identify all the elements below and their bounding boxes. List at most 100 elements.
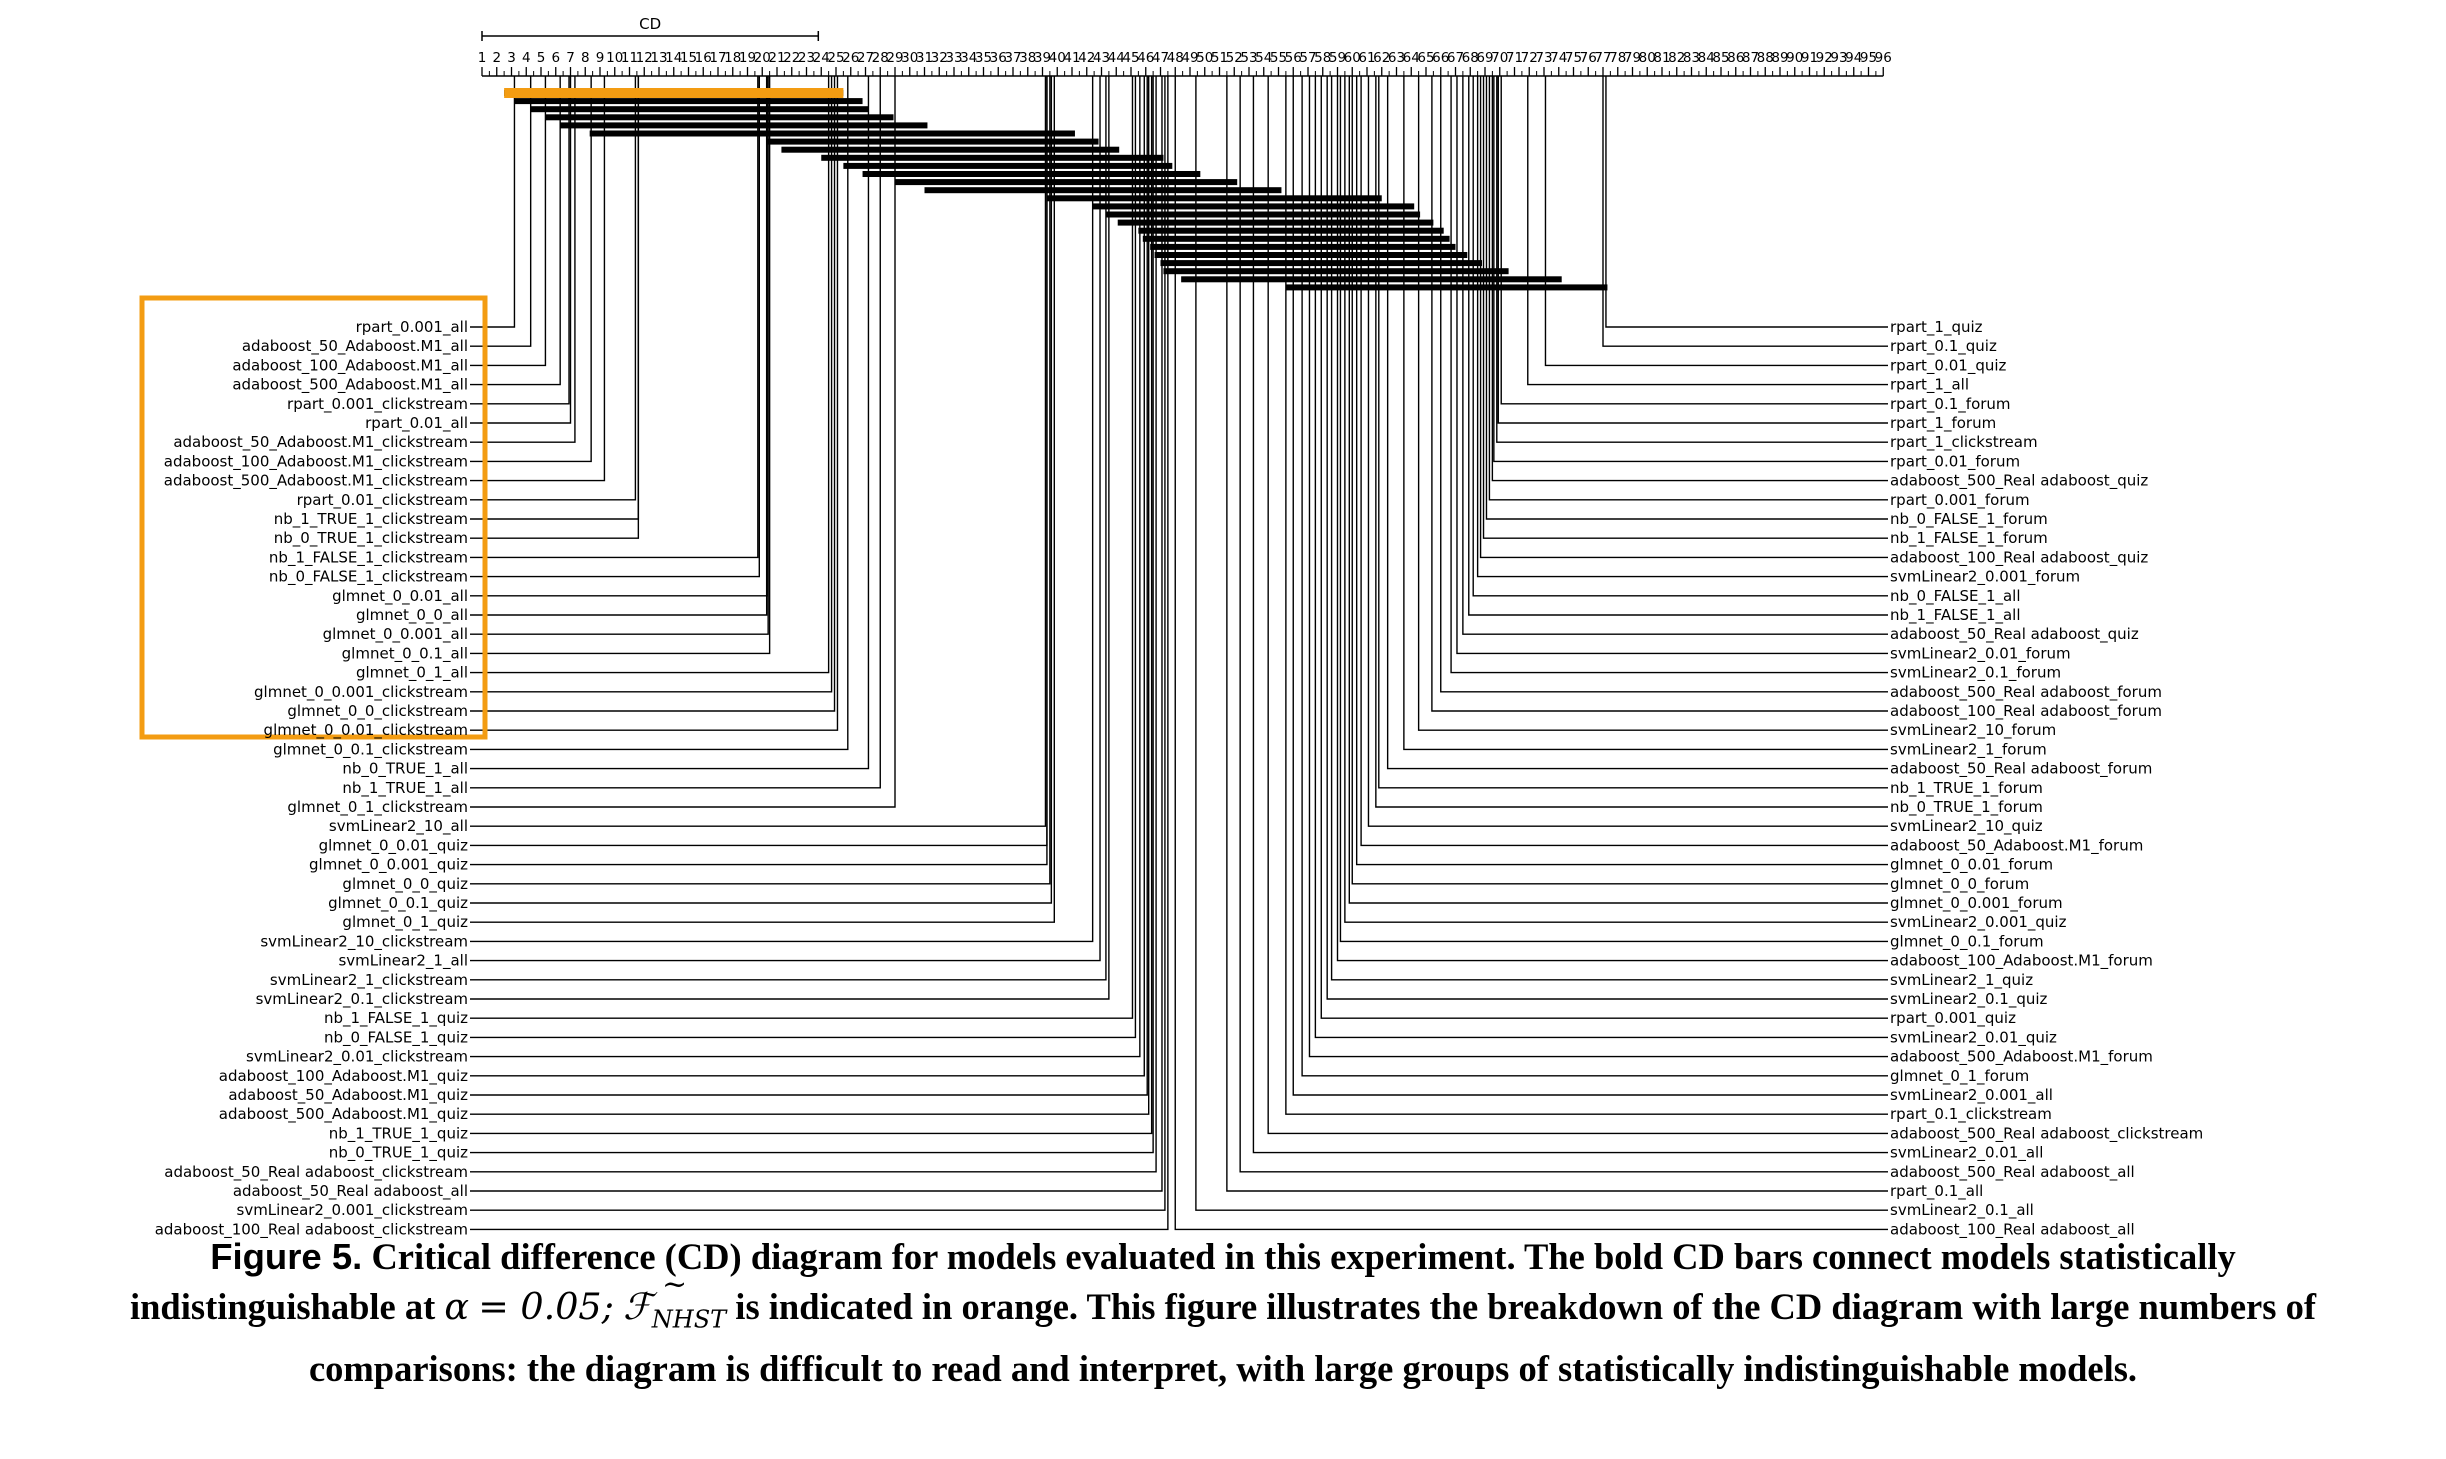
left-model-stem [470, 76, 570, 405]
right-model-label: glmnet_0_0_forum [1890, 875, 2029, 894]
axis-tick-label: 70 [1491, 50, 1508, 66]
right-model-label: svmLinear2_0.001_quiz [1890, 913, 2067, 932]
left-model-label: adaboost_50_Adaboost.M1_quiz [228, 1086, 468, 1105]
right-model-label: adaboost_100_Adaboost.M1_forum [1890, 952, 2153, 971]
left-model-label: rpart_0.01_all [365, 414, 468, 433]
right-model-label: rpart_0.001_forum [1890, 491, 2030, 510]
right-model-stem [1602, 76, 1888, 347]
axis-tick-label: 54 [1255, 50, 1272, 66]
left-model-stem [470, 76, 1145, 1077]
axis-tick-label: 86 [1727, 50, 1744, 66]
left-model-label: glmnet_0_0.01_clickstream [264, 721, 468, 740]
right-model-stem [1326, 76, 1888, 1000]
axis-tick-label: 51 [1211, 50, 1228, 66]
left-model-stem [470, 76, 637, 501]
cd-group-bar [1092, 203, 1415, 210]
right-model-label: glmnet_0_0.1_forum [1890, 932, 2044, 951]
model-labels: rpart_0.001_alladaboost_50_Adaboost.M1_a… [155, 318, 2204, 1239]
axis-tick-label: 57 [1299, 50, 1316, 66]
axis-tick-label: 12 [636, 50, 653, 66]
left-model-label: glmnet_0_1_quiz [342, 913, 468, 932]
axis-tick-label: 96 [1875, 50, 1892, 66]
right-model-stem [1195, 76, 1888, 1211]
left-model-label: nb_0_TRUE_1_clickstream [274, 529, 468, 548]
axis-tick-label: 93 [1830, 50, 1847, 66]
axis-tick-label: 18 [724, 50, 741, 66]
left-model-label: glmnet_0_0_clickstream [287, 702, 468, 721]
left-model-label: adaboost_500_Adaboost.M1_all [232, 376, 468, 395]
axis-tick-label: 95 [1860, 50, 1877, 66]
right-model-label: adaboost_500_Adaboost.M1_forum [1890, 1048, 2153, 1067]
left-model-stem [470, 76, 1048, 866]
axis-tick-label: 73 [1535, 50, 1552, 66]
axis-tick-label: 7 [566, 50, 575, 66]
left-model-label: nb_1_TRUE_1_quiz [329, 1124, 468, 1143]
axis-tick-label: 89 [1771, 50, 1788, 66]
axis-tick-label: 30 [901, 50, 918, 66]
cd-group-bar [530, 106, 869, 113]
right-model-label: adaboost_100_Real adaboost_quiz [1890, 548, 2148, 567]
right-model-stem [1367, 76, 1888, 827]
right-model-stem [1320, 76, 1888, 1019]
axis-tick-label: 27 [857, 50, 874, 66]
right-model-label: svmLinear2_0.1_forum [1890, 664, 2061, 683]
right-model-label: rpart_1_all [1890, 376, 1969, 395]
left-model-stem [470, 76, 1134, 1019]
axis-tick-label: 15 [680, 50, 697, 66]
right-model-label: nb_0_FALSE_1_all [1890, 587, 2021, 606]
left-model-stem [470, 76, 870, 770]
right-model-stem [1239, 76, 1888, 1173]
right-model-stem [1252, 76, 1888, 1154]
cd-group-bar [1142, 235, 1450, 242]
left-model-stem [470, 76, 1154, 1154]
right-model-label: adaboost_100_Real adaboost_all [1890, 1220, 2135, 1239]
axis-tick-label: 63 [1388, 50, 1405, 66]
left-model-label: svmLinear2_1_all [338, 952, 468, 971]
right-model-stem [1314, 76, 1888, 1039]
figure-caption: Figure 5. Critical difference (CD) diagr… [100, 1232, 2346, 1394]
left-model-label: glmnet_0_0_all [356, 606, 468, 625]
left-model-label: svmLinear2_1_clickstream [270, 971, 468, 990]
left-model-stem [470, 76, 1137, 1039]
right-model-label: rpart_1_clickstream [1890, 433, 2038, 452]
cd-label: CD [639, 15, 661, 33]
axis-tick-label: 68 [1462, 50, 1479, 66]
right-model-stem [1378, 76, 1888, 789]
cd-group-bar [1285, 284, 1608, 291]
axis-tick-label: 3 [507, 50, 516, 66]
right-model-stem [1344, 76, 1888, 923]
axis-tick-label: 26 [842, 50, 859, 66]
left-model-stem [470, 76, 1051, 885]
axis-tick-label: 62 [1373, 50, 1390, 66]
axis-tick-label: 16 [695, 50, 712, 66]
caption-alpha-symbol: α [444, 1285, 470, 1328]
right-model-stem [1450, 76, 1888, 674]
right-model-label: rpart_0.01_quiz [1890, 356, 2007, 375]
axis-tick-label: 19 [739, 50, 756, 66]
axis-tick-label: 46 [1137, 50, 1154, 66]
left-model-stem [470, 76, 833, 693]
left-model-stem [470, 76, 1141, 1058]
right-model-stem [1403, 76, 1888, 751]
axis-tick-label: 48 [1167, 50, 1184, 66]
axis-tick-label: 67 [1447, 50, 1464, 66]
cd-group-bar [1160, 260, 1483, 267]
right-model-label: rpart_0.1_forum [1890, 395, 2011, 414]
left-model-label: adaboost_100_Real adaboost_clickstream [155, 1220, 468, 1239]
axis-tick-label: 20 [754, 50, 771, 66]
right-model-stem [1479, 76, 1888, 559]
axis-tick-label: 13 [650, 50, 667, 66]
axis-tick-label: 11 [621, 50, 638, 66]
axis-tick-label: 24 [813, 50, 830, 66]
left-model-label: adaboost_100_Adaboost.M1_clickstream [164, 452, 468, 471]
left-model-label: rpart_0.01_clickstream [297, 491, 468, 510]
left-model-stem [470, 76, 1148, 1096]
axis-tick-label: 25 [827, 50, 844, 66]
left-model-label: nb_0_FALSE_1_quiz [324, 1028, 468, 1047]
left-model-stem [470, 76, 896, 808]
axis-tick-label: 71 [1506, 50, 1523, 66]
left-model-label: svmLinear2_0.1_clickstream [256, 990, 468, 1009]
left-model-label: svmLinear2_0.01_clickstream [246, 1048, 468, 1067]
right-model-label: nb_1_FALSE_1_forum [1890, 529, 2048, 548]
right-model-label: rpart_1_quiz [1890, 318, 1983, 337]
